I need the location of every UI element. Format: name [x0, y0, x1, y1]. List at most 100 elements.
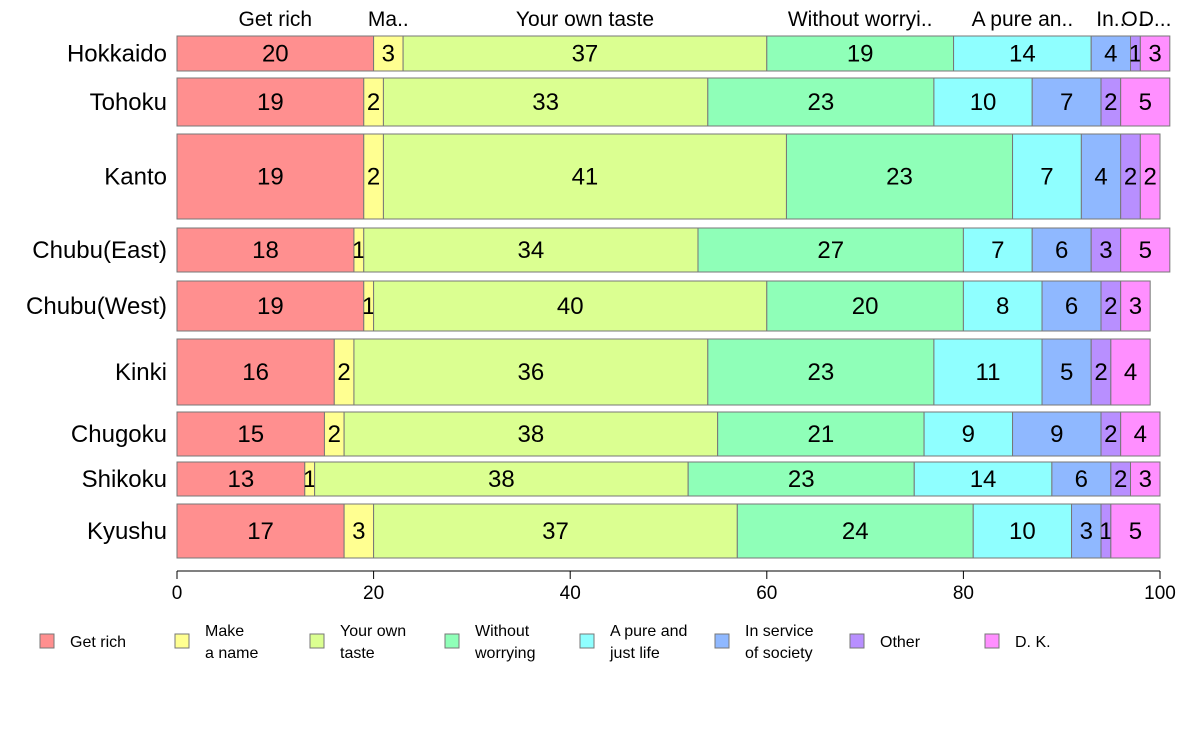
value-label-hokkaido-make-a-name: 3	[382, 41, 395, 68]
value-label-kinki-get-rich: 16	[242, 359, 269, 386]
bar-tohoku-in-service-of-society	[1031, 77, 1102, 127]
bar-kinki-your-own-taste	[353, 338, 709, 406]
bar-chubu-east-in-service-of-society	[1031, 227, 1092, 273]
value-label-chubu-west-other: 2	[1104, 293, 1117, 320]
legend-swatch-get-rich	[39, 633, 55, 649]
region-label-kyushu: Kyushu	[87, 518, 167, 545]
value-label-chubu-east-in-service-of-society: 6	[1055, 237, 1068, 264]
value-label-chugoku-a-pure-and-just-life: 9	[962, 421, 975, 448]
bar-tohoku-without-worrying	[707, 77, 935, 127]
value-label-chugoku-get-rich: 15	[237, 421, 264, 448]
legend-label-other: Other	[880, 634, 921, 651]
value-label-chugoku-other: 2	[1104, 421, 1117, 448]
top-label-in-service-of-society: In..	[1096, 8, 1125, 31]
bar-kanto-your-own-taste	[382, 133, 787, 220]
value-label-chugoku-make-a-name: 2	[328, 421, 341, 448]
legend-swatch-your-own-taste	[309, 633, 325, 649]
value-label-shikoku-your-own-taste: 38	[488, 466, 515, 493]
top-label-your-own-taste: Your own taste	[516, 8, 654, 31]
value-label-tohoku-d-k: 5	[1139, 89, 1152, 116]
value-label-kanto-get-rich: 19	[257, 164, 284, 191]
value-label-kyushu-d-k: 5	[1129, 518, 1142, 545]
bar-chubu-east-other	[1090, 227, 1122, 273]
value-label-chubu-west-make-a-name: 1	[362, 293, 375, 320]
x-tick-label-100: 100	[1144, 583, 1176, 604]
value-label-kinki-a-pure-and-just-life: 11	[976, 359, 1001, 386]
value-label-chubu-east-your-own-taste: 34	[518, 237, 545, 264]
value-label-chugoku-in-service-of-society: 9	[1050, 421, 1063, 448]
value-label-tohoku-make-a-name: 2	[367, 89, 380, 116]
x-tick-label-20: 20	[363, 583, 384, 604]
value-label-shikoku-get-rich: 13	[228, 466, 255, 493]
region-label-chubu-east: Chubu(East)	[32, 237, 167, 264]
value-label-tohoku-a-pure-and-just-life: 10	[970, 89, 997, 116]
value-label-chubu-east-d-k: 5	[1139, 237, 1152, 264]
region-label-chugoku: Chugoku	[71, 421, 167, 448]
value-label-hokkaido-your-own-taste: 37	[572, 41, 599, 68]
x-tick-label-80: 80	[953, 583, 974, 604]
bar-chugoku-get-rich	[176, 411, 325, 457]
bar-chubu-west-a-pure-and-just-life	[962, 280, 1043, 332]
bar-chugoku-your-own-taste	[343, 411, 719, 457]
value-label-chugoku-your-own-taste: 38	[518, 421, 545, 448]
bar-kyushu-your-own-taste	[373, 503, 738, 559]
value-label-kyushu-make-a-name: 3	[352, 518, 365, 545]
value-label-hokkaido-a-pure-and-just-life: 14	[1009, 41, 1036, 68]
value-label-hokkaido-other: 1	[1129, 41, 1142, 68]
value-label-chubu-west-a-pure-and-just-life: 8	[996, 293, 1009, 320]
legend-swatch-make-a-name	[174, 633, 190, 649]
bar-kanto-in-service-of-society	[1080, 133, 1122, 220]
bar-chubu-east-without-worrying	[697, 227, 964, 273]
bar-kyushu-d-k	[1110, 503, 1161, 559]
bars: 20 3 37 19 14 4 1 319 2 33 23 10 7 2 519 2 41 23 7 4 2 218 1 34…	[176, 35, 1171, 559]
bar-kyushu-without-worrying	[736, 503, 974, 559]
region-label-kanto: Kanto	[104, 164, 167, 191]
bar-shikoku-a-pure-and-just-life	[913, 461, 1053, 497]
value-label-tohoku-get-rich: 19	[257, 89, 284, 116]
bar-chubu-west-in-service-of-society	[1041, 280, 1102, 332]
value-label-shikoku-make-a-name: 1	[303, 466, 316, 493]
bar-kanto-a-pure-and-just-life	[1012, 133, 1082, 220]
value-label-tohoku-your-own-taste: 33	[532, 89, 559, 116]
bar-chubu-west-get-rich	[176, 280, 365, 332]
bar-chugoku-in-service-of-society	[1012, 411, 1102, 457]
bar-kinki-without-worrying	[707, 338, 935, 406]
bar-kanto-without-worrying	[785, 133, 1014, 220]
legend-swatch-without-worrying	[444, 633, 460, 649]
value-label-chugoku-d-k: 4	[1134, 421, 1147, 448]
bar-kyushu-a-pure-and-just-life	[972, 503, 1073, 559]
bar-hokkaido-d-k	[1139, 35, 1171, 72]
legend-label-your-own-taste: Your own taste	[340, 623, 406, 662]
region-label-shikoku: Shikoku	[82, 466, 167, 493]
value-label-kanto-d-k: 2	[1143, 164, 1156, 191]
bar-kanto-get-rich	[176, 133, 365, 220]
value-label-chubu-west-without-worrying: 20	[852, 293, 879, 320]
value-label-shikoku-d-k: 3	[1139, 466, 1152, 493]
bar-kyushu-in-service-of-society	[1071, 503, 1102, 559]
bar-kinki-d-k	[1110, 338, 1151, 406]
bar-chugoku-a-pure-and-just-life	[923, 411, 1014, 457]
value-label-shikoku-in-service-of-society: 6	[1075, 466, 1088, 493]
value-label-hokkaido-without-worrying: 19	[847, 41, 874, 68]
value-label-kyushu-a-pure-and-just-life: 10	[1009, 518, 1036, 545]
bar-kyushu-get-rich	[176, 503, 345, 559]
bar-hokkaido-your-own-taste	[402, 35, 768, 72]
value-label-kanto-in-service-of-society: 4	[1094, 164, 1107, 191]
top-label-make-a-name: Ma..	[368, 8, 409, 31]
bar-tohoku-get-rich	[176, 77, 365, 127]
legend-label-get-rich: Get rich	[70, 634, 126, 651]
bar-chugoku-d-k	[1120, 411, 1161, 457]
value-label-kinki-without-worrying: 23	[808, 359, 835, 386]
top-label-get-rich: Get rich	[239, 8, 313, 31]
region-label-kinki: Kinki	[115, 359, 167, 386]
legend-label-in-service-of-society: In service of society	[745, 623, 814, 662]
top-label-other: O..	[1121, 8, 1149, 31]
legend-label-d-k: D. K.	[1015, 634, 1051, 651]
legend-swatch-d-k	[984, 633, 1000, 649]
top-label-d-k: D...	[1139, 8, 1172, 31]
value-label-chubu-west-in-service-of-society: 6	[1065, 293, 1078, 320]
value-label-kyushu-without-worrying: 24	[842, 518, 869, 545]
value-label-kinki-d-k: 4	[1124, 359, 1137, 386]
